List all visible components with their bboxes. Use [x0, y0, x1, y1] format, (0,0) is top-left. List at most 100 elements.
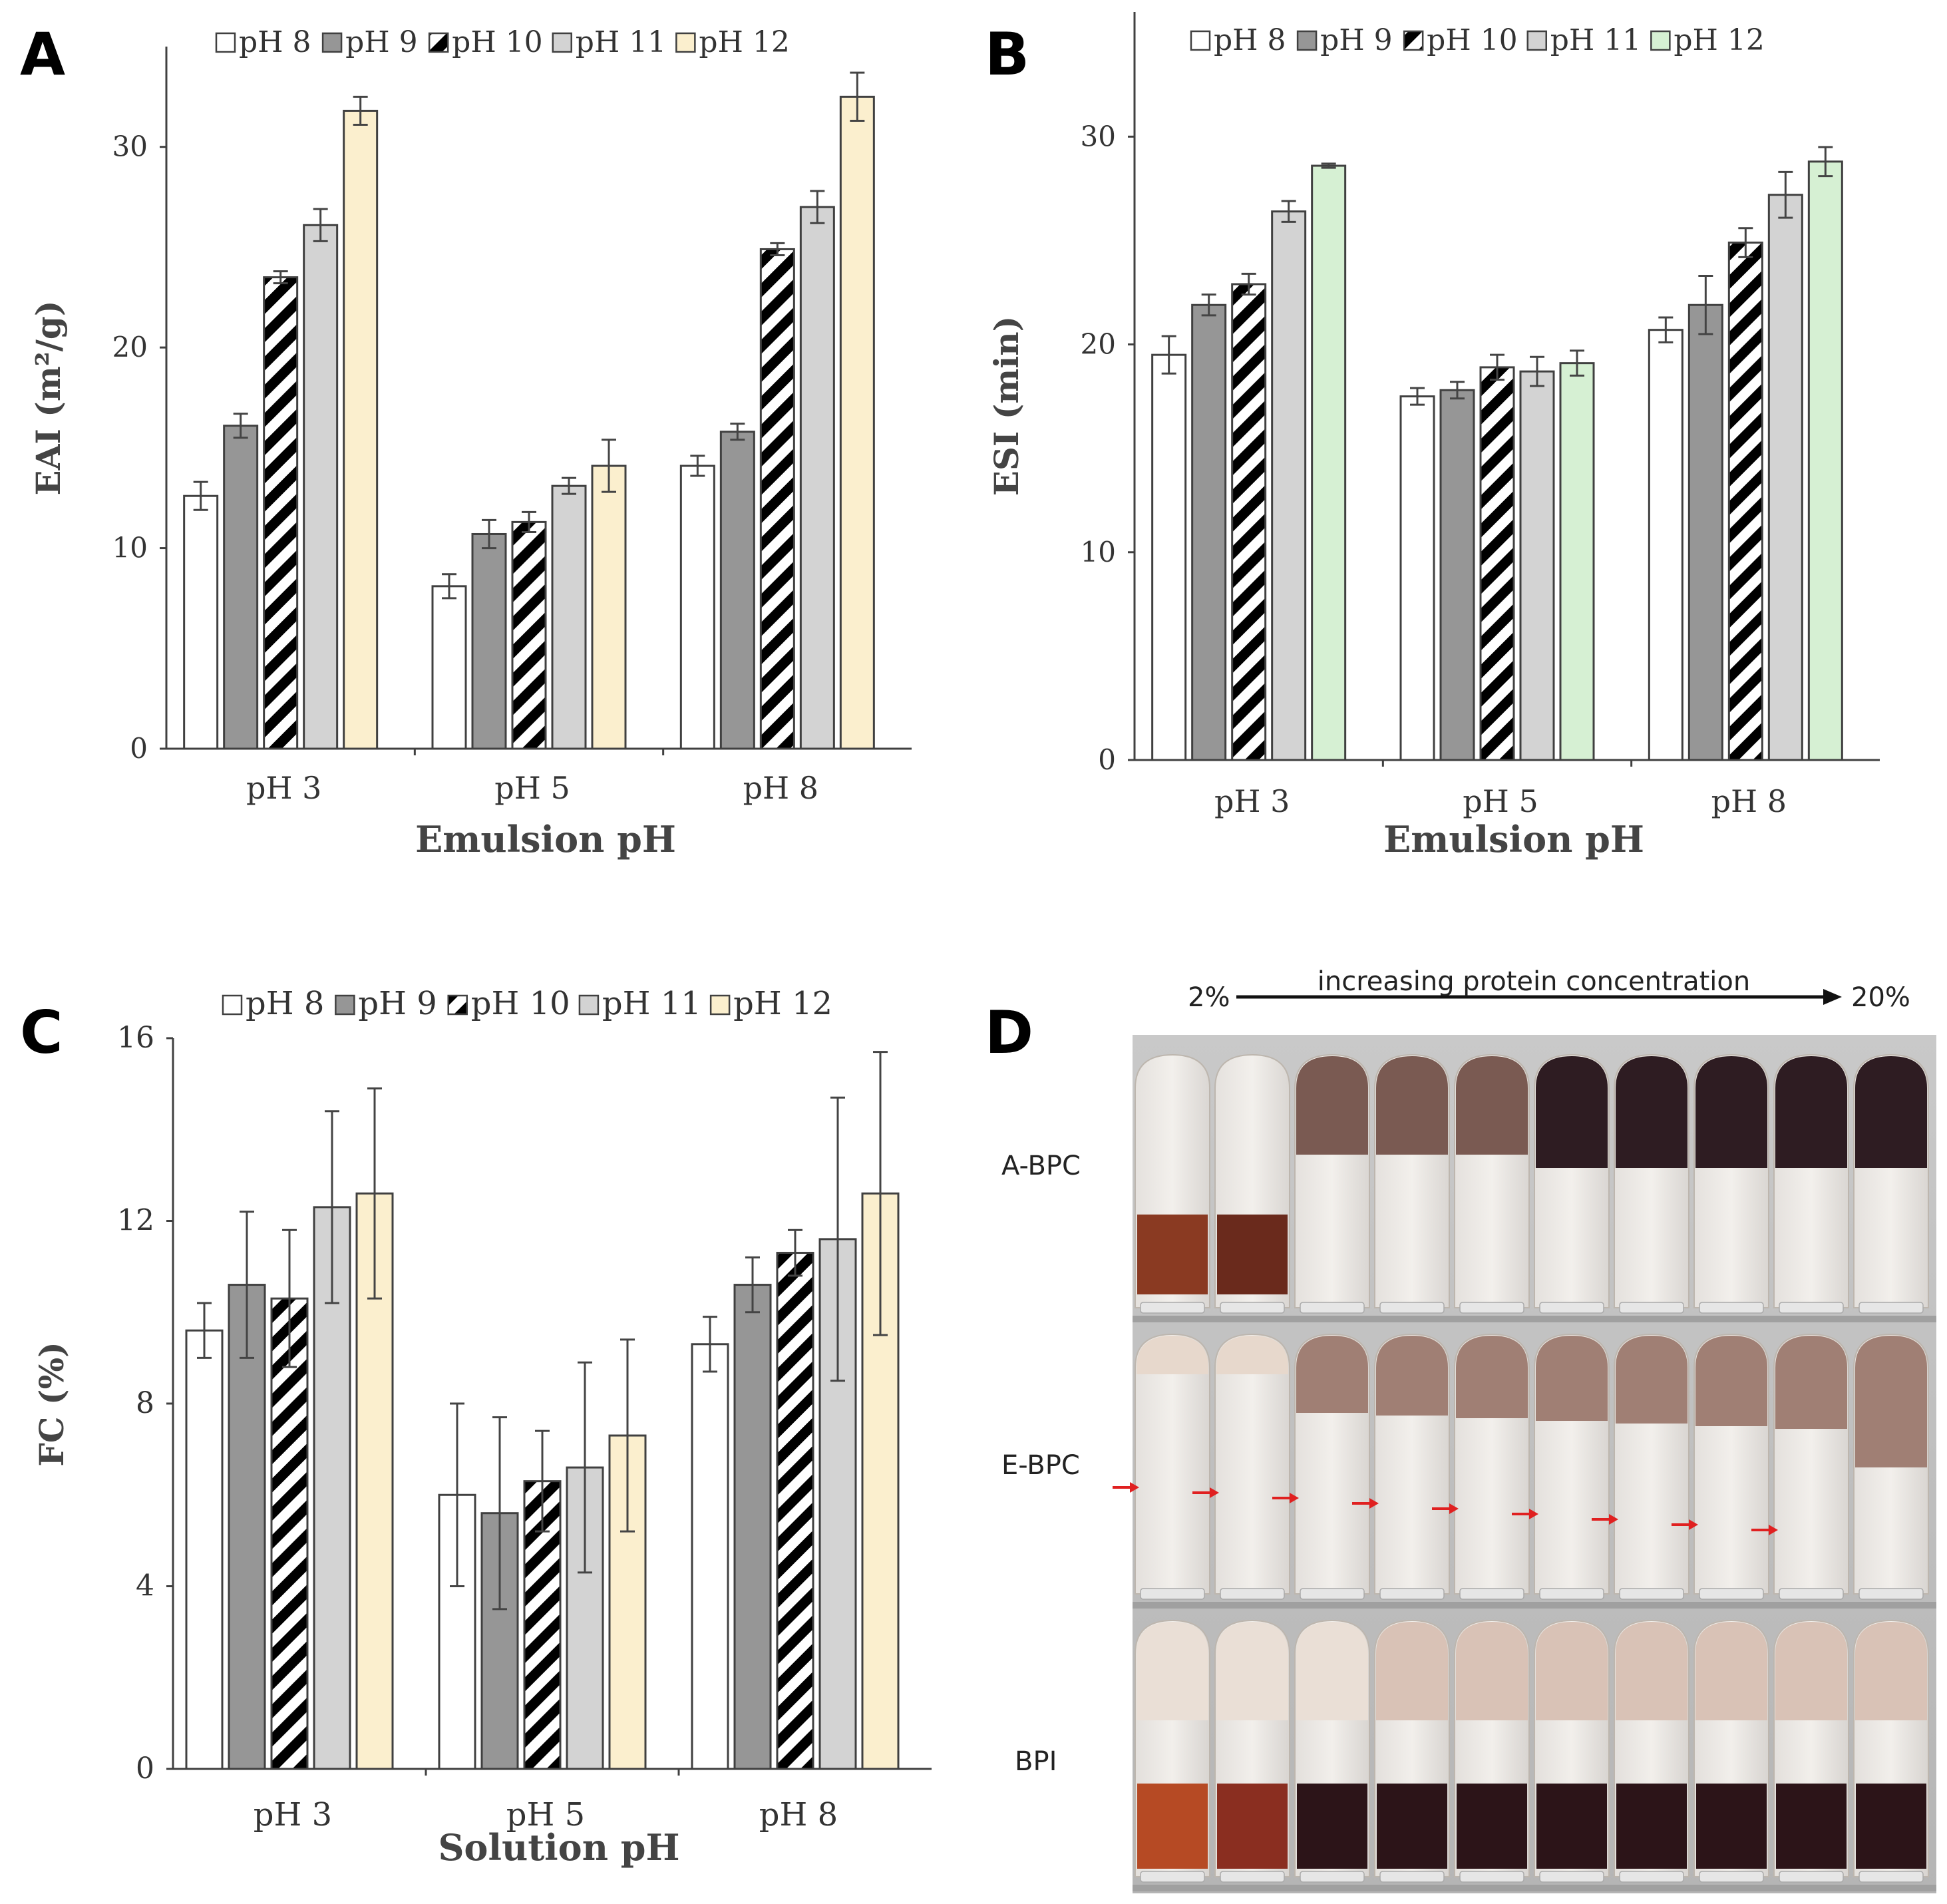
tube-foam [1616, 1056, 1687, 1168]
tube-liquid [1776, 1784, 1847, 1869]
row-label-a-bpc: A-BPC [1001, 1151, 1081, 1181]
tube-base [1300, 1302, 1365, 1314]
bar-ph9-ph8 [733, 1284, 772, 1770]
legend-swatch [552, 32, 573, 53]
bar-ph8-ph5 [1399, 395, 1435, 761]
tube [1135, 1333, 1210, 1595]
tube-base [1539, 1588, 1604, 1600]
tube-liquid [1457, 1784, 1527, 1869]
bar-ph11-ph3 [303, 224, 339, 750]
tube-base [1140, 1588, 1205, 1600]
x-tick-label: pH 8 [759, 1796, 838, 1833]
bar-ph12-ph5 [591, 465, 627, 750]
legend-swatch [1526, 30, 1548, 51]
bar-ph9-ph5 [1439, 389, 1475, 761]
tube-liquid [1856, 1784, 1926, 1869]
tube-base [1459, 1588, 1524, 1600]
legend-swatch [1296, 30, 1318, 51]
y-axis-label: EAI (m²/g) [29, 300, 68, 495]
bar-ph10-ph5 [511, 520, 547, 750]
legend-label: pH 12 [1674, 23, 1765, 57]
tube-foam [1695, 1622, 1767, 1720]
bar-ph8-ph5 [431, 585, 467, 750]
panel-d-photo: 2% increasing protein concentration 20% … [1001, 966, 1936, 1893]
interface-arrowhead [1529, 1509, 1538, 1519]
x-tick-label: pH 3 [246, 770, 321, 806]
tube-base [1699, 1302, 1764, 1314]
tube-base [1858, 1871, 1924, 1883]
legend-label: pH 12 [699, 25, 790, 59]
y-tick-label: 0 [1098, 743, 1116, 776]
legend-label: pH 9 [1320, 23, 1393, 57]
x-axis-label: Emulsion pH [1383, 818, 1644, 860]
bar-ph9-ph3 [1191, 303, 1227, 761]
tube [1214, 1333, 1290, 1595]
legend-label: pH 9 [345, 25, 418, 59]
legend-swatch [428, 32, 449, 53]
bar-ph12-ph8 [1807, 160, 1843, 761]
x-tick-label: pH 3 [1214, 783, 1290, 819]
bar-ph9-ph8 [719, 431, 755, 750]
interface-arrowhead [1769, 1525, 1778, 1535]
bar-ph8-ph3 [183, 494, 219, 750]
interface-arrowhead [1210, 1487, 1219, 1498]
tube-foam [1855, 1056, 1927, 1168]
y-tick-label: 20 [1081, 328, 1116, 361]
y-tick-label: 16 [117, 1021, 154, 1055]
legend-swatch [321, 32, 343, 53]
tube-base [1858, 1588, 1924, 1600]
y-tick-label: 12 [117, 1204, 154, 1238]
tube-base [1779, 1302, 1844, 1314]
panel-letter-b: B [985, 20, 1029, 89]
bar-ph10-ph3 [263, 276, 299, 750]
legend-label: pH 10 [452, 25, 543, 59]
y-axis-label: FC (%) [32, 1342, 71, 1467]
interface-arrowhead [1290, 1493, 1299, 1503]
bar-ph10-ph3 [270, 1297, 309, 1770]
tube-foam [1855, 1336, 1927, 1467]
tube-foam [1775, 1622, 1847, 1720]
legend-label: pH 12 [733, 985, 832, 1022]
x-axis-label: Emulsion pH [415, 818, 676, 860]
panel-letter-d: D [985, 998, 1033, 1067]
bar-ph9-ph3 [228, 1284, 266, 1770]
tube-base [1379, 1588, 1445, 1600]
tube-base [1220, 1588, 1285, 1600]
tube-foam [1376, 1622, 1448, 1720]
tube-foam [1855, 1622, 1927, 1720]
tube-liquid [1696, 1784, 1767, 1869]
concentration-arrowhead [1823, 989, 1842, 1005]
tube-foam [1616, 1622, 1687, 1720]
chart-c-fc: 0 4 8 12 16 FC (%) Solution pH pH 3 pH 5 pH 8 pH 8… [32, 985, 932, 1869]
interface-arrowhead [1609, 1514, 1618, 1525]
tube-foam [1775, 1056, 1847, 1168]
row-label-e-bpc: E-BPC [1001, 1450, 1080, 1481]
tube-foam [1137, 1336, 1208, 1374]
tube-base [1539, 1871, 1604, 1883]
tube-foam [1296, 1622, 1368, 1720]
tube-foam [1376, 1336, 1448, 1416]
concentration-caption: increasing protein concentration [1318, 966, 1751, 997]
bar-ph12-ph8 [839, 95, 875, 750]
tube-base [1220, 1302, 1285, 1314]
x-axis-label: Solution pH [438, 1826, 679, 1869]
legend-swatch [1190, 30, 1211, 51]
bar-ph12-ph3 [1311, 164, 1347, 761]
tube-liquid [1137, 1215, 1208, 1294]
shelf [1133, 1316, 1936, 1322]
tube-base [1459, 1302, 1524, 1314]
x-tick-label: pH 5 [1463, 783, 1538, 819]
legend-label: pH 9 [358, 985, 437, 1022]
tube-foam [1695, 1056, 1767, 1168]
tube-base [1619, 1871, 1684, 1883]
legend-swatch [1403, 30, 1424, 51]
chart-a-eai: 0 10 20 30 EAI (m²/g) Emulsion pH pH 3 pH 5 pH 8… [29, 25, 912, 860]
legend-swatch [709, 994, 731, 1016]
legend-label: pH 8 [246, 985, 324, 1022]
bar-ph11-ph5 [1519, 370, 1555, 761]
tube-foam [1775, 1336, 1847, 1429]
bar-ph8-ph8 [691, 1343, 729, 1770]
tube-base [1699, 1588, 1764, 1600]
tube-foam [1216, 1622, 1288, 1720]
bar-ph9-ph5 [471, 532, 507, 750]
